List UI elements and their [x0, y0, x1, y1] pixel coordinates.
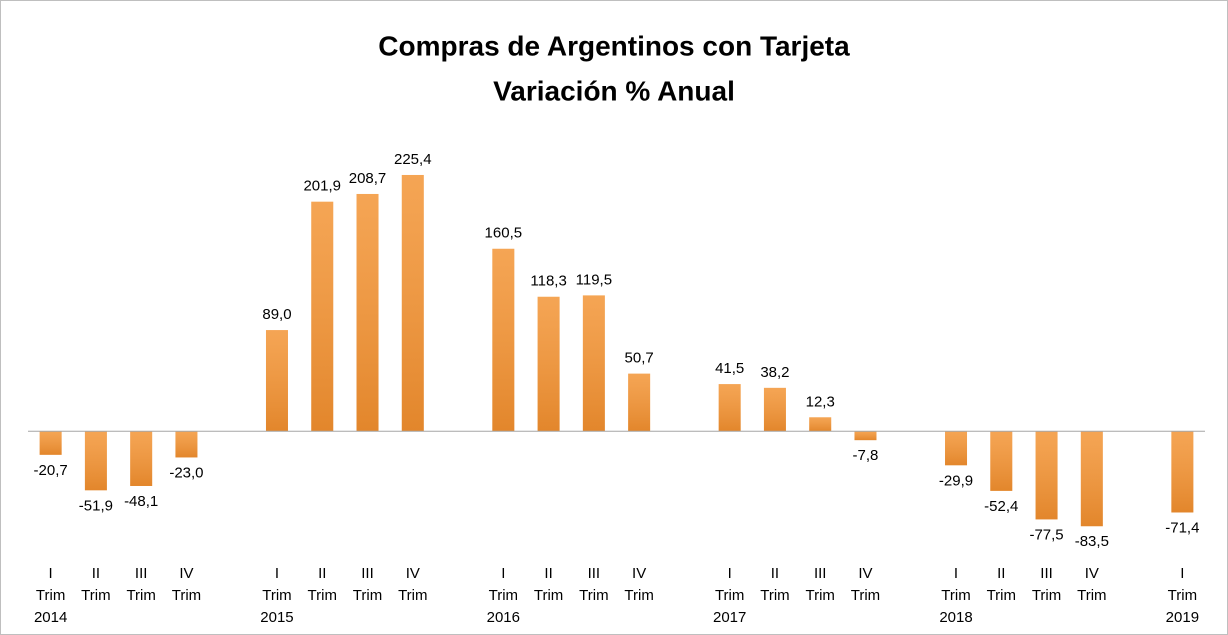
- x-tick-label: Trim: [308, 587, 337, 604]
- x-tick-label: Trim: [1077, 587, 1106, 604]
- bar-shade: [401, 174, 424, 432]
- data-label: -52,4: [984, 498, 1018, 515]
- bar-shade: [537, 296, 560, 432]
- data-label: -51,9: [79, 497, 113, 514]
- x-tick-label: 2015: [260, 609, 293, 626]
- data-label: -77,5: [1029, 526, 1063, 543]
- x-tick-label: IV: [179, 565, 193, 582]
- x-tick-label: III: [361, 565, 374, 582]
- x-tick-label: Trim: [715, 587, 744, 604]
- bar-shade: [1035, 431, 1058, 520]
- x-tick-label: Trim: [534, 587, 563, 604]
- x-tick-label: 2017: [713, 609, 746, 626]
- data-label: -20,7: [34, 462, 68, 479]
- bar-shade: [718, 384, 741, 432]
- bar-shade: [84, 431, 107, 491]
- bar-shade: [1171, 431, 1194, 513]
- bar-shade: [945, 431, 968, 466]
- data-label: -71,4: [1165, 519, 1199, 536]
- data-label: 119,5: [576, 271, 612, 288]
- data-label: 201,9: [303, 178, 341, 195]
- x-tick-label: Trim: [987, 587, 1016, 604]
- x-tick-label: IV: [1085, 565, 1099, 582]
- chart-title: Compras de Argentinos con Tarjeta: [378, 30, 850, 61]
- data-label: 12,3: [806, 393, 835, 410]
- x-tick-label: Trim: [398, 587, 427, 604]
- data-label: 38,2: [760, 364, 789, 381]
- x-tick-label: IV: [406, 565, 420, 582]
- bar-shade: [265, 330, 288, 432]
- data-label: 41,5: [715, 360, 744, 377]
- bar-shade: [492, 248, 515, 432]
- x-tick-label: III: [1040, 565, 1053, 582]
- data-label: 118,3: [530, 273, 566, 290]
- x-tick-label: II: [92, 565, 100, 582]
- x-tick-label: 2018: [939, 609, 972, 626]
- x-tick-label: I: [501, 565, 505, 582]
- bar-shade: [39, 431, 62, 455]
- x-tick-label: Trim: [353, 587, 382, 604]
- data-label: -23,0: [169, 464, 203, 481]
- x-tick-label: Trim: [262, 587, 291, 604]
- x-tick-label: Trim: [36, 587, 65, 604]
- bar-shade: [990, 431, 1013, 491]
- data-label: -7,8: [853, 447, 879, 464]
- data-label: 208,7: [349, 170, 387, 187]
- data-label: -48,1: [124, 493, 158, 510]
- x-tick-label: II: [997, 565, 1005, 582]
- x-tick-label: IV: [858, 565, 872, 582]
- data-label: 160,5: [485, 225, 523, 242]
- x-tick-label: II: [544, 565, 552, 582]
- bar-shade: [809, 417, 832, 432]
- data-label: 89,0: [262, 306, 291, 323]
- bar-shade: [311, 201, 334, 432]
- bar-shade: [130, 431, 153, 486]
- data-label: -83,5: [1075, 533, 1109, 550]
- data-label: 50,7: [625, 350, 654, 367]
- x-tick-label: I: [49, 565, 53, 582]
- x-tick-label: Trim: [126, 587, 155, 604]
- bar-shade: [356, 193, 379, 432]
- bar-shade: [763, 387, 786, 432]
- x-tick-label: II: [771, 565, 779, 582]
- x-tick-label: 2014: [34, 609, 67, 626]
- data-label: -29,9: [939, 472, 973, 489]
- bar-shade: [582, 295, 605, 432]
- x-tick-label: Trim: [624, 587, 653, 604]
- data-label: 225,4: [394, 151, 432, 168]
- bar-shade: [1080, 431, 1103, 527]
- x-tick-label: III: [588, 565, 601, 582]
- x-tick-label: IV: [632, 565, 646, 582]
- x-tick-label: Trim: [1032, 587, 1061, 604]
- x-tick-label: III: [814, 565, 827, 582]
- x-tick-label: 2019: [1166, 609, 1199, 626]
- bar-shade: [628, 373, 651, 432]
- x-tick-label: Trim: [851, 587, 880, 604]
- x-tick-label: Trim: [760, 587, 789, 604]
- x-tick-label: 2016: [487, 609, 520, 626]
- x-tick-label: III: [135, 565, 148, 582]
- x-tick-label: I: [728, 565, 732, 582]
- x-tick-label: Trim: [579, 587, 608, 604]
- chart-subtitle: Variación % Anual: [493, 75, 735, 106]
- x-tick-label: Trim: [489, 587, 518, 604]
- x-tick-label: I: [1180, 565, 1184, 582]
- x-tick-label: Trim: [81, 587, 110, 604]
- bar-shade: [854, 431, 877, 441]
- x-tick-label: Trim: [805, 587, 834, 604]
- x-tick-label: Trim: [941, 587, 970, 604]
- bar-shade: [175, 431, 198, 458]
- x-tick-label: I: [275, 565, 279, 582]
- x-tick-label: Trim: [1168, 587, 1197, 604]
- x-tick-label: Trim: [172, 587, 201, 604]
- x-tick-label: I: [954, 565, 958, 582]
- x-tick-label: II: [318, 565, 326, 582]
